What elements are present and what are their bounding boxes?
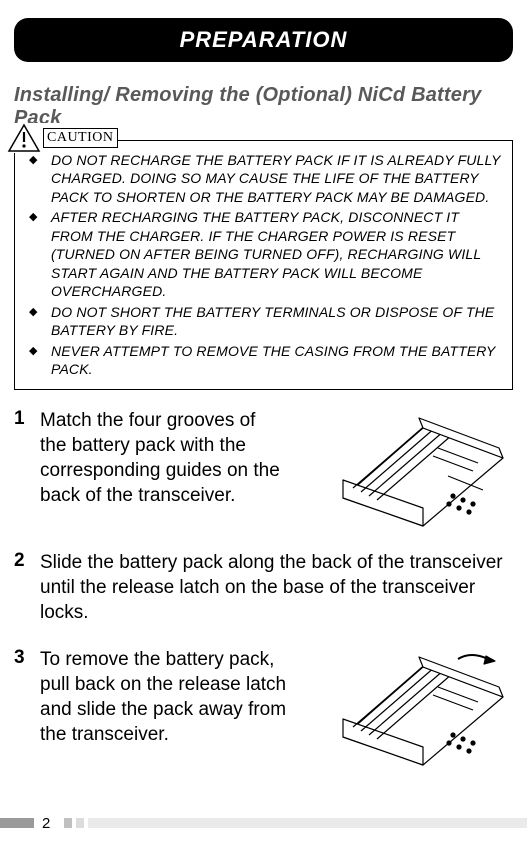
caution-item: NEVER ATTEMPT TO REMOVE THE CASING FROM … [25,342,502,379]
steps: 1 Match the four grooves of the battery … [14,408,513,767]
header-bar: PREPARATION [14,18,513,62]
footer-bar [76,818,84,828]
page-number: 2 [42,815,50,832]
step-text: To remove the battery pack, pull back on… [40,647,287,747]
step-2: 2 Slide the battery pack along the back … [14,550,513,625]
step-number: 1 [14,408,28,508]
caution-label-text: CAUTION [43,128,118,148]
caution-item: AFTER RECHARGING THE BATTERY PACK, DISCO… [25,208,502,300]
footer-bar [64,818,72,828]
warning-icon [7,123,41,153]
step-3: 3 To remove the battery pack, pull back … [14,647,513,767]
step-number: 2 [14,550,28,625]
caution-box: CAUTION DO NOT RECHARGE THE BATTERY PACK… [14,140,513,390]
footer-bar [0,818,34,828]
footer: 2 [0,815,527,831]
caution-label: CAUTION [7,123,118,153]
step-text: Match the four grooves of the battery pa… [40,408,287,508]
page: PREPARATION Installing/ Removing the (Op… [0,0,527,849]
caution-item: DO NOT SHORT THE BATTERY TERMINALS OR DI… [25,303,502,340]
step-1: 1 Match the four grooves of the battery … [14,408,513,528]
header-title: PREPARATION [180,27,348,53]
caution-list: DO NOT RECHARGE THE BATTERY PACK IF IT I… [25,151,502,379]
step-3-illustration [303,647,513,767]
step-number: 3 [14,647,28,747]
step-text: Slide the battery pack along the back of… [40,550,513,625]
caution-item: DO NOT RECHARGE THE BATTERY PACK IF IT I… [25,151,502,206]
step-1-illustration [303,408,513,528]
footer-bar [88,818,527,828]
